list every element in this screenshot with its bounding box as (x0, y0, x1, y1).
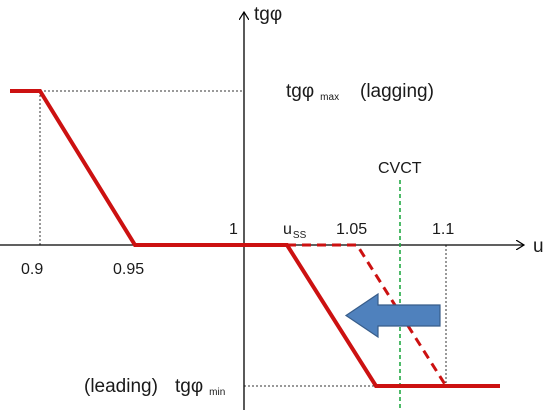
shifted-characteristic-curve (287, 243, 448, 387)
shift-left-arrow (344, 292, 441, 339)
tick-label-1: 1 (229, 221, 238, 238)
lagging-label: (lagging) (360, 81, 434, 102)
tick-label-0-9: 0.9 (21, 261, 43, 278)
tg-min-subscript: min (209, 387, 225, 398)
u-ss-main: u (283, 221, 292, 238)
cvct-label: CVCT (378, 160, 422, 177)
characteristic-curve (10, 89, 500, 388)
leading-label: (leading) (84, 376, 158, 397)
u-ss-subscript: SS (293, 230, 307, 241)
tg-min-label: tgφ min (175, 376, 225, 398)
tg-max-label: tgφ max (286, 81, 339, 103)
tick-label-1-05: 1.05 (336, 221, 367, 238)
y-axis-label: tgφ (254, 4, 282, 25)
tg-max-subscript: max (320, 92, 339, 103)
u-ss-label: uSS (283, 221, 307, 241)
tg-min-main: tgφ (175, 376, 203, 397)
tick-label-0-95: 0.95 (113, 261, 144, 278)
tick-label-1-1: 1.1 (432, 221, 454, 238)
tg-max-main: tgφ (286, 81, 314, 102)
x-axis-label: u (533, 236, 544, 257)
guide-lines (39, 90, 448, 387)
